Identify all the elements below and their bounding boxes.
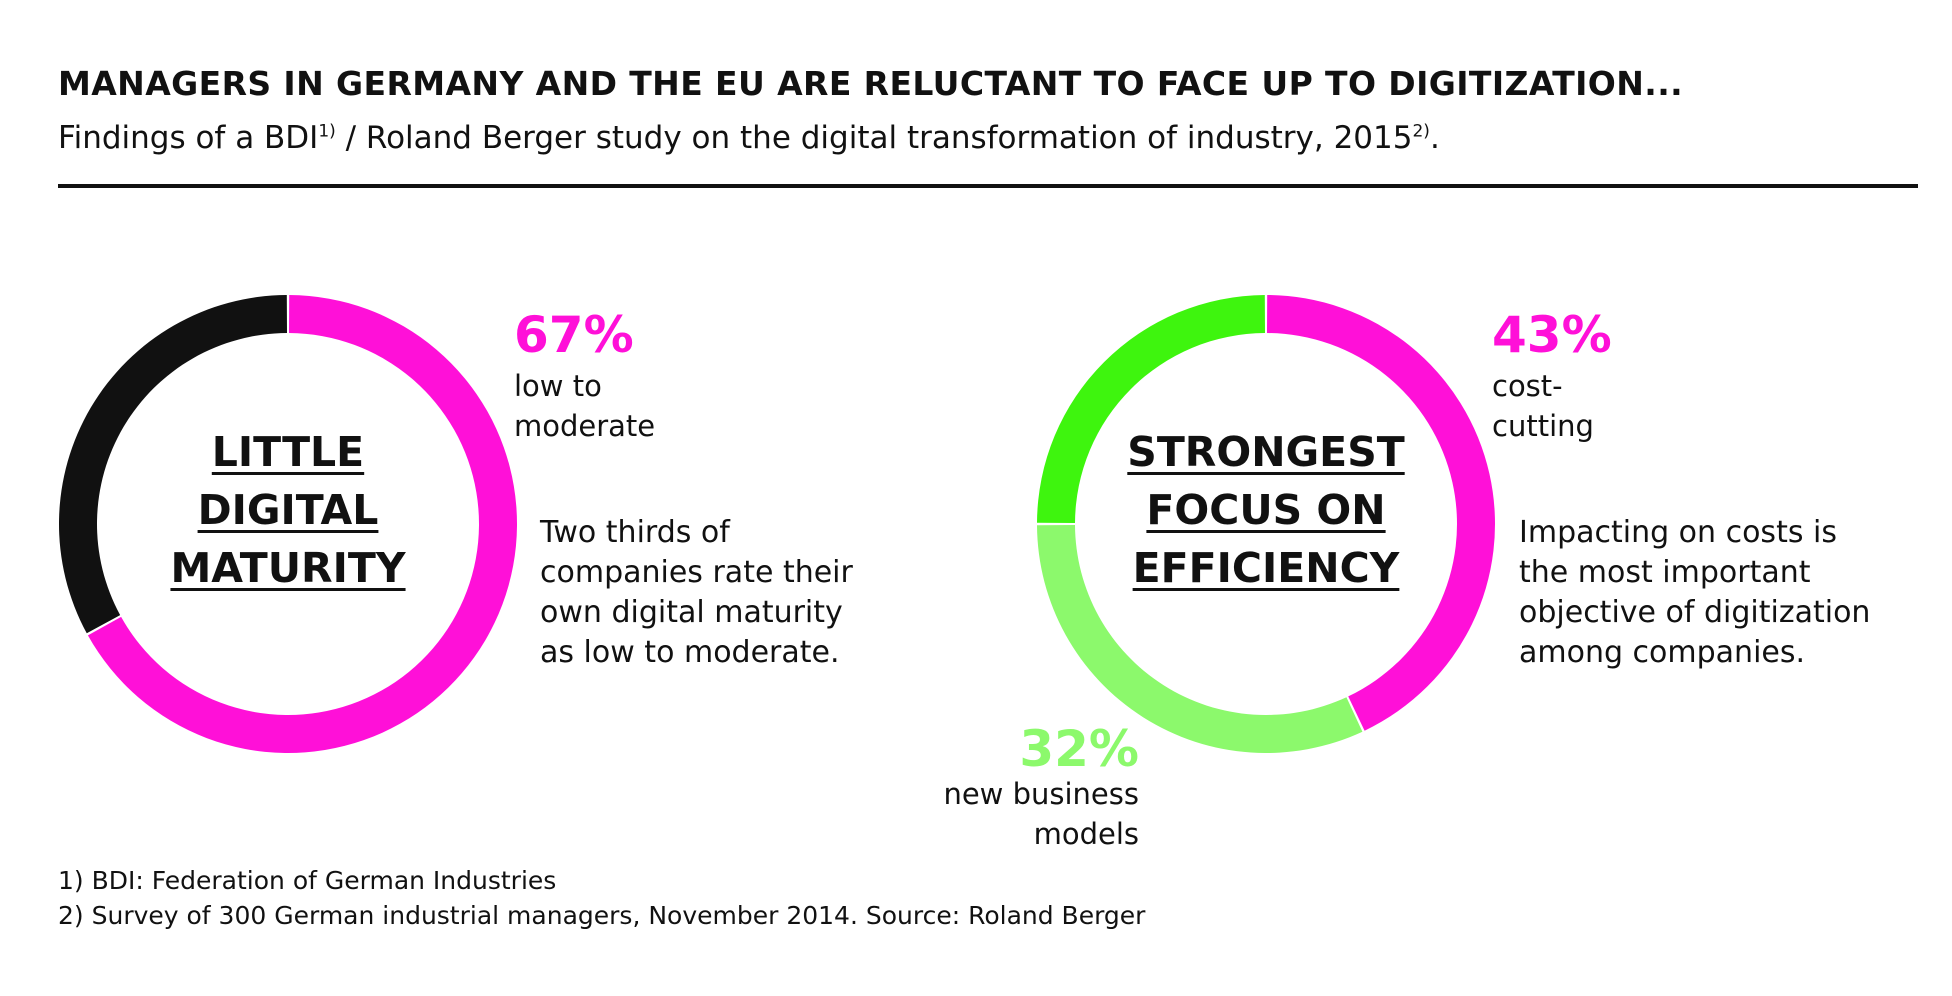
chart-2-slice-label-nbm-line-2: models — [1033, 817, 1139, 851]
donut-2-slice-other — [1037, 295, 1265, 523]
chart-2-title: STRONGEST FOCUS ON EFFICIENCY — [1096, 423, 1436, 597]
chart-2-value-label-cost-cutting: 43% — [1492, 306, 1612, 364]
chart-1-title-line-3: MATURITY — [170, 544, 406, 592]
chart-1-title-line-2: DIGITAL — [197, 486, 379, 534]
subtitle-text-2: / Roland Berger study on the digital tra… — [335, 120, 1413, 156]
chart-2-slice-label-new-business-models: new business models — [943, 774, 1139, 854]
donut-2-slice-new-business-models — [1037, 525, 1363, 753]
footnote-ref-1: 1) — [318, 121, 336, 142]
chart-1-title: LITTLE DIGITAL MATURITY — [118, 423, 458, 597]
footnote-2: 2) Survey of 300 German industrial manag… — [58, 901, 1146, 930]
chart-2-description-line-3: objective of digitization — [1519, 595, 1871, 630]
chart-1-description: Two thirds of companies rate their own d… — [540, 513, 853, 673]
chart-2-slice-label-nbm-line-1: new business — [943, 777, 1139, 811]
chart-2-slice-label-line-1: cost- — [1492, 369, 1563, 403]
subtitle-text-1: Findings of a BDI — [58, 120, 319, 156]
chart-1-slice-label-line-2: moderate — [514, 409, 656, 443]
chart-1-value-label: 67% — [514, 306, 634, 364]
chart-2-description-line-2: the most important — [1519, 555, 1811, 590]
chart-1-title-line-1: LITTLE — [211, 428, 365, 476]
chart-1-slice-label: low to moderate — [514, 366, 655, 446]
subtitle-text-3: . — [1429, 120, 1440, 156]
chart-2-title-line-1: STRONGEST — [1127, 428, 1405, 476]
chart-2-description-line-1: Impacting on costs is — [1519, 515, 1837, 550]
chart-2-title-line-2: FOCUS ON — [1146, 486, 1386, 534]
chart-2-description-line-4: among companies. — [1519, 635, 1806, 670]
chart-2-title-line-3: EFFICIENCY — [1132, 544, 1400, 592]
chart-1-description-line-2: companies rate their — [540, 555, 853, 590]
chart-1-description-line-4: as low to moderate. — [540, 635, 840, 670]
chart-2-slice-label-cost-cutting: cost- cutting — [1492, 366, 1594, 446]
donut-chart-digitization-focus — [1037, 295, 1495, 753]
chart-2-value-label-new-business-models: 32% — [1019, 720, 1139, 778]
page-subtitle: Findings of a BDI1) / Roland Berger stud… — [58, 120, 1440, 156]
chart-1-description-line-3: own digital maturity — [540, 595, 843, 630]
donut-2-slice-cost-cutting — [1267, 295, 1495, 731]
donut-1-slice-other — [59, 295, 287, 634]
chart-1-description-line-1: Two thirds of — [540, 515, 730, 550]
donut-chart-digital-maturity — [59, 295, 517, 753]
title-divider — [58, 184, 1918, 188]
chart-2-slice-label-line-2: cutting — [1492, 409, 1594, 443]
footnote-ref-2: 2) — [1412, 121, 1430, 142]
chart-1-slice-label-line-1: low to — [514, 369, 602, 403]
page-title: MANAGERS IN GERMANY AND THE EU ARE RELUC… — [58, 64, 1684, 103]
footnote-1: 1) BDI: Federation of German Industries — [58, 866, 557, 895]
chart-2-description: Impacting on costs is the most important… — [1519, 513, 1870, 673]
